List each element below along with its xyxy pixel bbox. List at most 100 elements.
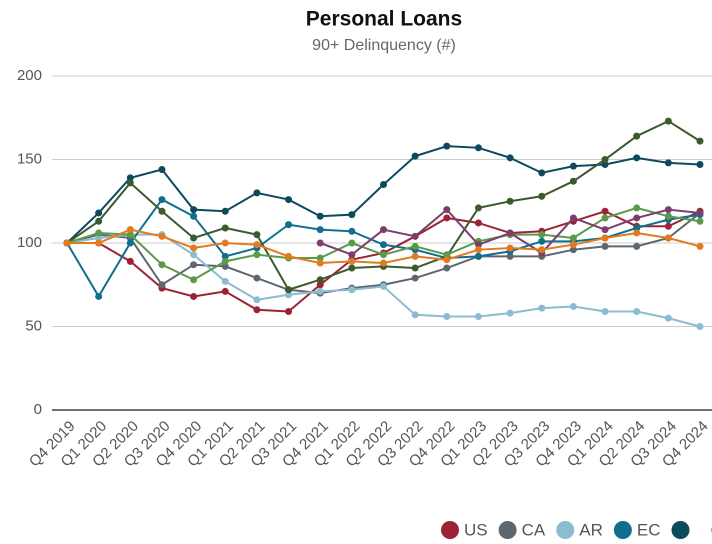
data-point <box>569 214 577 222</box>
data-point <box>411 242 419 250</box>
chart-subtitle: 90+ Delinquency (#) <box>312 37 456 54</box>
data-point <box>316 281 324 289</box>
data-point <box>158 196 166 204</box>
data-point <box>126 179 134 187</box>
data-point <box>474 252 482 260</box>
legend-marker <box>556 521 575 539</box>
data-point <box>506 244 514 252</box>
data-point <box>253 231 261 239</box>
data-point <box>190 244 198 252</box>
data-point <box>316 239 324 247</box>
legend-label: EC <box>637 520 661 539</box>
data-point <box>443 312 451 320</box>
data-point <box>348 264 356 272</box>
data-point <box>316 276 324 284</box>
legend-marker <box>671 521 690 539</box>
data-point <box>696 217 704 225</box>
data-point <box>569 234 577 242</box>
data-point <box>190 261 198 269</box>
data-point <box>63 239 71 247</box>
data-point <box>126 257 134 265</box>
data-point <box>285 307 293 315</box>
data-point <box>221 262 229 270</box>
y-tick-label: 150 <box>17 150 42 167</box>
data-point <box>316 212 324 220</box>
data-point <box>506 229 514 237</box>
data-point <box>316 226 324 234</box>
data-point <box>506 309 514 317</box>
data-point <box>633 154 641 162</box>
data-point <box>126 239 134 247</box>
data-point <box>664 159 672 167</box>
data-point <box>411 232 419 240</box>
data-point <box>443 142 451 150</box>
data-point <box>380 226 387 234</box>
legend-label: US <box>464 520 488 539</box>
data-point <box>538 237 546 245</box>
data-point <box>348 251 356 259</box>
legend-marker <box>613 521 632 539</box>
data-point <box>221 239 229 247</box>
data-point <box>221 224 229 232</box>
y-tick-label: 0 <box>34 401 42 418</box>
data-point <box>664 222 672 230</box>
data-point <box>221 277 229 285</box>
data-point <box>443 206 451 214</box>
data-point <box>190 212 198 220</box>
data-point <box>696 137 704 145</box>
data-point <box>601 161 609 169</box>
data-point <box>285 221 293 229</box>
data-point <box>285 252 293 260</box>
data-point <box>601 207 609 215</box>
data-point <box>411 274 419 282</box>
data-point <box>569 177 577 185</box>
data-point <box>664 206 672 214</box>
data-point <box>253 189 261 197</box>
data-point <box>95 239 103 247</box>
chart-title: Personal Loans <box>306 8 462 31</box>
legend-marker <box>498 521 517 539</box>
data-point <box>190 251 198 259</box>
data-point <box>190 206 198 214</box>
data-point <box>411 264 419 272</box>
data-point <box>158 166 166 174</box>
data-point <box>348 227 356 235</box>
data-point <box>126 174 134 182</box>
data-point <box>158 207 166 215</box>
data-point <box>569 162 577 170</box>
data-point <box>221 287 229 295</box>
data-point <box>253 296 261 304</box>
data-point <box>316 259 324 267</box>
data-point <box>95 229 103 237</box>
data-point <box>696 242 704 250</box>
data-point <box>569 302 577 310</box>
data-point <box>506 197 514 205</box>
data-point <box>411 252 419 260</box>
legend-label: CA <box>522 520 546 539</box>
data-point <box>538 169 546 177</box>
data-point <box>633 229 641 237</box>
data-point <box>380 282 387 290</box>
data-point <box>633 132 641 140</box>
y-tick-label: 200 <box>17 67 42 84</box>
data-point <box>316 287 324 295</box>
data-point <box>348 239 356 247</box>
data-point <box>126 231 134 239</box>
data-point <box>253 251 261 259</box>
data-point <box>506 154 514 162</box>
data-point <box>380 251 387 259</box>
data-point <box>95 209 103 217</box>
data-point <box>190 276 198 284</box>
data-point <box>474 144 482 152</box>
y-tick-label: 50 <box>25 317 42 334</box>
data-point <box>221 257 229 265</box>
data-point <box>538 192 546 200</box>
data-point <box>285 286 293 294</box>
data-point <box>569 246 577 254</box>
data-point <box>443 256 451 264</box>
data-point <box>601 156 609 163</box>
data-point <box>253 306 261 314</box>
data-point <box>253 241 261 249</box>
data-point <box>126 226 134 234</box>
data-point <box>348 286 356 294</box>
